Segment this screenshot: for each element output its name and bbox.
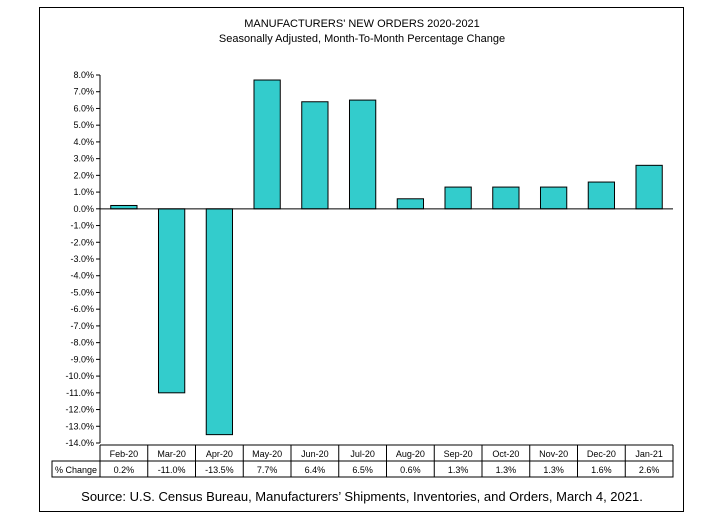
y-tick-label: -1.0%	[70, 221, 94, 231]
bar	[253, 79, 281, 210]
value-label: -11.0%	[158, 465, 186, 475]
value-label: 0.2%	[114, 465, 135, 475]
bar	[110, 204, 138, 210]
category-label: Oct-20	[492, 449, 519, 459]
category-label: May-20	[252, 449, 282, 459]
category-label: Mar-20	[157, 449, 186, 459]
category-label: Jul-20	[350, 449, 375, 459]
y-tick-label: 8.0%	[73, 70, 94, 80]
y-tick-label: -8.0%	[70, 338, 94, 348]
y-tick-label: 5.0%	[73, 120, 94, 130]
category-label: Jun-20	[301, 449, 329, 459]
chart-subtitle: Seasonally Adjusted, Month-To-Month Perc…	[219, 33, 505, 45]
y-tick-label: -5.0%	[70, 287, 94, 297]
value-label: 1.6%	[591, 465, 612, 475]
value-label: 2.6%	[639, 465, 660, 475]
y-tick-label: -3.0%	[70, 254, 94, 264]
y-tick-label: -4.0%	[70, 271, 94, 281]
value-label: -13.5%	[205, 465, 234, 475]
y-tick-label: 6.0%	[73, 103, 94, 113]
y-tick-label: 1.0%	[73, 187, 94, 197]
source-note: Source: U.S. Census Bureau, Manufacturer…	[81, 489, 643, 504]
y-tick-label: 4.0%	[73, 137, 94, 147]
bar-chart: MANUFACTURERS' NEW ORDERS 2020-2021 Seas…	[51, 18, 674, 504]
bar	[205, 208, 234, 436]
bar	[348, 99, 377, 210]
bar	[396, 198, 425, 210]
y-tick-label: 3.0%	[73, 154, 94, 164]
y-tick-label: -11.0%	[66, 388, 94, 398]
category-label: Sep-20	[444, 449, 473, 459]
chart-title: MANUFACTURERS' NEW ORDERS 2020-2021	[244, 18, 480, 30]
value-label: 0.6%	[400, 465, 421, 475]
bars	[100, 79, 673, 436]
table-row-label: % Change	[55, 465, 97, 475]
value-label: 1.3%	[543, 465, 564, 475]
chart-frame: MANUFACTURERS' NEW ORDERS 2020-2021 Seas…	[39, 7, 684, 512]
data-table: Feb-20 0.2% Mar-20 -11.0% Apr-20 -13.5% May-20…	[51, 444, 674, 478]
y-tick-label: -12.0%	[65, 405, 94, 415]
bar	[539, 186, 568, 210]
y-tick-label: -10.0%	[65, 371, 94, 381]
bar	[301, 101, 329, 210]
value-label: 7.7%	[257, 465, 278, 475]
bar	[157, 208, 186, 394]
category-label: Dec-20	[587, 449, 616, 459]
y-tick-label: -9.0%	[70, 354, 94, 364]
y-tick-label: 0.0%	[73, 204, 94, 214]
category-label: Nov-20	[539, 449, 568, 459]
y-tick-label: -13.0%	[65, 421, 94, 431]
y-tick-label: -7.0%	[70, 321, 94, 331]
y-tick-label: -14.0%	[65, 438, 94, 448]
y-tick-label: -6.0%	[70, 304, 94, 314]
value-label: 6.4%	[305, 465, 326, 475]
y-axis: 8.0% 7.0% 6.0% 5.0% 4.0% 3.0% 2.0% 1.0% 0.0% -1.0…	[65, 70, 101, 448]
bar	[444, 186, 472, 210]
y-tick-label: -2.0%	[70, 237, 94, 247]
value-label: 1.3%	[496, 465, 517, 475]
value-label: 6.5%	[352, 465, 373, 475]
value-label: 1.3%	[448, 465, 469, 475]
y-tick-label: 7.0%	[73, 87, 94, 97]
bar	[587, 181, 616, 210]
bar	[492, 186, 520, 210]
category-label: Apr-20	[206, 449, 233, 459]
category-label: Aug-20	[396, 449, 425, 459]
category-label: Feb-20	[110, 449, 139, 459]
category-label: Jan-21	[635, 449, 663, 459]
bar	[635, 164, 663, 210]
y-tick-label: 2.0%	[73, 170, 94, 180]
